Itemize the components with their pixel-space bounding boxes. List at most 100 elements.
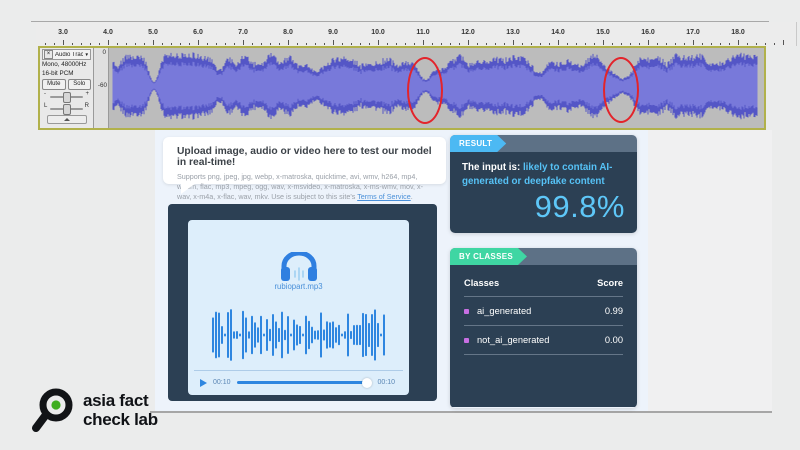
class-color-swatch bbox=[464, 308, 469, 314]
result-verdict: likely to contain AI-generated or deepfa… bbox=[462, 162, 613, 188]
gain-slider-thumb[interactable] bbox=[62, 92, 71, 103]
ruler-time-label: 9.0 bbox=[328, 29, 338, 36]
terms-of-service-link[interactable]: Terms of Service bbox=[357, 192, 411, 202]
webpage-bottom-edge bbox=[150, 411, 772, 413]
ruler-tick bbox=[693, 40, 694, 45]
ruler-tick bbox=[117, 43, 118, 45]
player-waveform bbox=[211, 309, 385, 361]
pan-slider[interactable]: L R bbox=[42, 103, 91, 115]
ruler-tick bbox=[45, 43, 46, 45]
ruler-tick bbox=[531, 43, 532, 45]
webpage-right-background bbox=[648, 130, 772, 412]
result-score: 99.8% bbox=[534, 189, 625, 225]
audacity-window-top-edge bbox=[31, 21, 769, 22]
logo-line1: asia fact bbox=[83, 391, 149, 410]
ruler-tick bbox=[549, 43, 550, 45]
ruler-time-label: 17.0 bbox=[686, 29, 700, 36]
ruler-time-label: 8.0 bbox=[283, 29, 293, 36]
classes-table-header: Classes Score bbox=[464, 265, 623, 297]
pan-slider-thumb[interactable] bbox=[62, 104, 71, 115]
ruler-tick bbox=[135, 43, 136, 45]
track-format-info: Mono, 48000Hz bbox=[42, 61, 87, 68]
vertical-db-ruler: 0 -60 bbox=[94, 48, 109, 128]
ruler-tick bbox=[675, 43, 676, 45]
player-progress-knob[interactable] bbox=[362, 377, 373, 388]
ruler-tick bbox=[513, 40, 514, 45]
ruler-tick bbox=[333, 40, 334, 45]
by-classes-tag: BY CLASSES bbox=[450, 248, 527, 265]
ruler-time-label: 10.0 bbox=[371, 29, 385, 36]
ruler-time-label: 14.0 bbox=[551, 29, 565, 36]
player-current-time: 00:10 bbox=[213, 379, 231, 386]
ruler-tick bbox=[756, 43, 757, 45]
player-progress-bar[interactable] bbox=[236, 377, 373, 388]
ruler-tick bbox=[270, 43, 271, 45]
audacity-timeline-ruler[interactable]: 3.0 4.0 5.0 6.0 7.0 8.0 9.0 10.0 11.0 12.0 13.0 14.… bbox=[36, 22, 797, 46]
ruler-tick bbox=[639, 43, 640, 45]
ruler-time-label: 15.0 bbox=[596, 29, 610, 36]
mute-button[interactable]: Mute bbox=[42, 79, 66, 90]
audio-player-inner: rubiopart.mp3 00:10 00:10 bbox=[188, 220, 409, 395]
ruler-tick bbox=[252, 43, 253, 45]
ruler-tick bbox=[306, 43, 307, 45]
ruler-tick bbox=[585, 43, 586, 45]
ruler-tick bbox=[432, 43, 433, 45]
ruler-tick bbox=[450, 43, 451, 45]
classes-panel: BY CLASSES Classes Score ai_generated 0.9… bbox=[450, 248, 637, 408]
ruler-time-label: 3.0 bbox=[58, 29, 68, 36]
ruler-tick bbox=[63, 40, 64, 45]
class-score-value: 0.00 bbox=[604, 335, 623, 345]
ruler-tick bbox=[522, 43, 523, 45]
ruler-tick bbox=[243, 40, 244, 45]
upload-instructions-panel: Upload image, audio or video here to tes… bbox=[163, 137, 446, 201]
pan-right-label: R bbox=[84, 103, 89, 109]
ruler-tick bbox=[504, 43, 505, 45]
ruler-tick bbox=[567, 43, 568, 45]
ruler-tick bbox=[774, 43, 775, 45]
ruler-tick bbox=[207, 43, 208, 45]
upload-title: Upload image, audio or video here to tes… bbox=[177, 146, 432, 168]
close-icon[interactable]: × bbox=[44, 50, 53, 59]
ruler-tick bbox=[315, 43, 316, 45]
ruler-tick bbox=[261, 43, 262, 45]
player-total-time: 00:10 bbox=[377, 379, 395, 386]
score-column-header: Score bbox=[597, 278, 623, 288]
ruler-tick bbox=[765, 43, 766, 45]
solo-button[interactable]: Solo bbox=[67, 79, 91, 90]
ruler-time-label: 11.0 bbox=[416, 29, 430, 36]
ruler-tick bbox=[324, 43, 325, 45]
ruler-tick bbox=[486, 43, 487, 45]
ruler-time-label: 18.0 bbox=[731, 29, 745, 36]
gain-slider[interactable]: - + bbox=[42, 91, 91, 103]
ruler-tick bbox=[783, 40, 784, 45]
ruler-time-label: 5.0 bbox=[148, 29, 158, 36]
track-bitdepth-info: 16-bit PCM bbox=[42, 69, 74, 77]
ruler-time-label: 12.0 bbox=[461, 29, 475, 36]
play-icon[interactable] bbox=[200, 378, 207, 387]
track-header: × Audio Track ▼ bbox=[42, 49, 91, 60]
ruler-tick bbox=[648, 40, 649, 45]
gain-plus-label: + bbox=[85, 91, 89, 97]
ruler-tick bbox=[657, 43, 658, 45]
result-verdict-text: The input is: likely to contain AI-gener… bbox=[462, 161, 625, 189]
pan-left-label: L bbox=[44, 103, 48, 109]
ruler-time-label: 16.0 bbox=[641, 29, 655, 36]
ruler-tick bbox=[414, 43, 415, 45]
ruler-tick bbox=[144, 43, 145, 45]
ruler-tick bbox=[153, 40, 154, 45]
collapse-track-button[interactable] bbox=[46, 115, 87, 124]
class-score-row: ai_generated 0.99 bbox=[464, 297, 623, 326]
classes-panel-body: Classes Score ai_generated 0.99 not_ai_gen… bbox=[450, 265, 637, 407]
ruler-tick bbox=[405, 43, 406, 45]
class-color-swatch bbox=[464, 337, 469, 343]
audio-filename: rubiopart.mp3 bbox=[274, 282, 323, 291]
ruler-tick bbox=[747, 43, 748, 45]
ruler-tick bbox=[630, 43, 631, 45]
audacity-audio-track: × Audio Track ▼ Mono, 48000Hz 16-bit PCM… bbox=[38, 46, 766, 130]
chevron-down-icon[interactable]: ▼ bbox=[84, 52, 89, 57]
upload-supported-formats: Supports png, jpeg, jpg, webp, x-matrosk… bbox=[177, 172, 432, 203]
ruler-tick bbox=[351, 43, 352, 45]
result-panel-header: RESULT bbox=[450, 135, 637, 152]
ruler-tick bbox=[171, 43, 172, 45]
